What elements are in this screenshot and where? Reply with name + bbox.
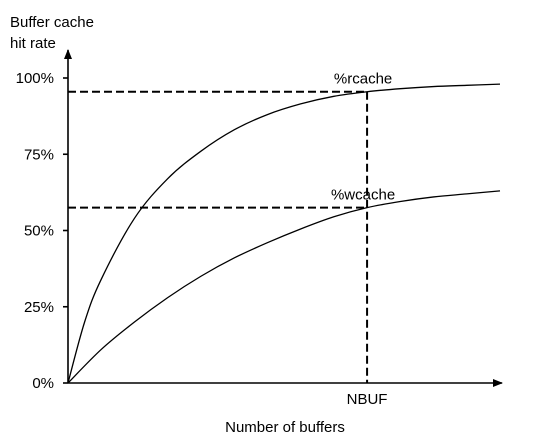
- series-curves: [67, 83, 501, 384]
- series-labels: %rcache %wcache: [331, 71, 395, 204]
- y-axis-label-line1: Buffer cache: [10, 14, 94, 31]
- rcache-label: %rcache: [334, 71, 392, 88]
- y-tick-label: 25%: [24, 299, 54, 316]
- y-tick-label: 75%: [24, 146, 54, 163]
- y-tick-label: 50%: [24, 223, 54, 240]
- x-axis-label: Number of buffers: [225, 419, 345, 436]
- y-axis-label-line2: hit rate: [10, 35, 56, 52]
- y-ticks: 0% 25% 50% 75% 100%: [16, 70, 68, 392]
- y-tick-label: 100%: [16, 70, 54, 87]
- wcache-curve: [67, 190, 501, 384]
- nbuf-marker-label: NBUF: [347, 391, 388, 408]
- rcache-curve: [67, 83, 501, 384]
- reference-guides: [68, 90, 369, 383]
- y-tick-label: 0%: [32, 375, 54, 392]
- wcache-label: %wcache: [331, 187, 395, 204]
